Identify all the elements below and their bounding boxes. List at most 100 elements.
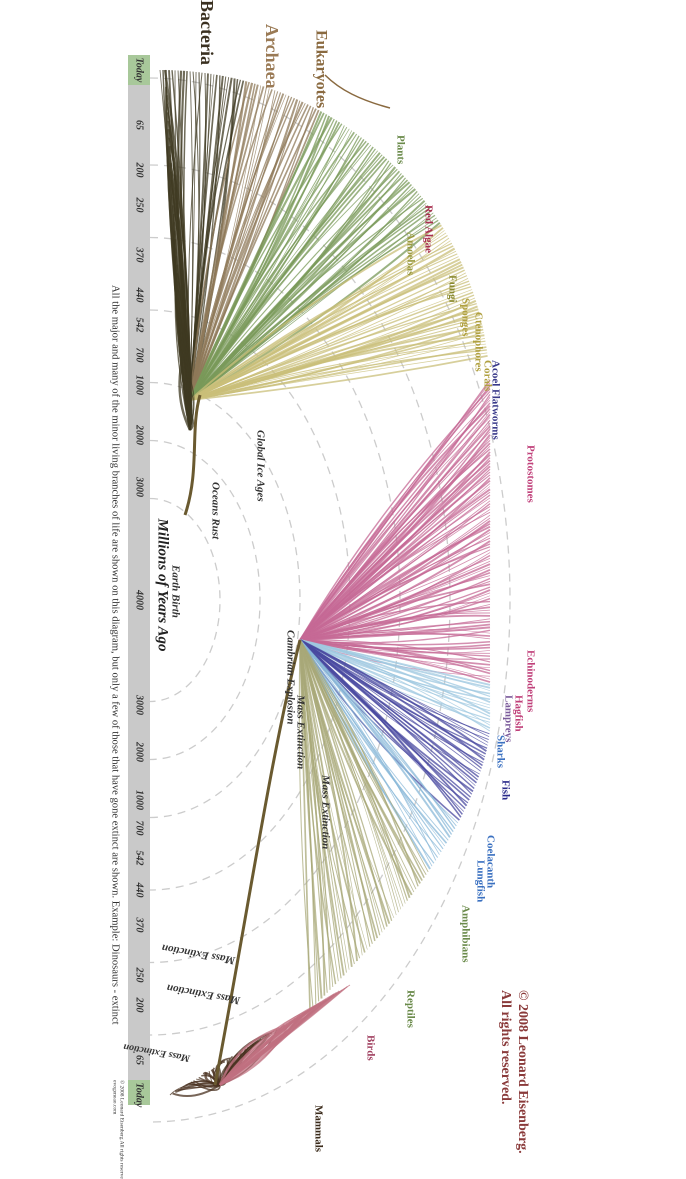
branch [189,89,273,401]
time-label: 200 [134,997,145,1013]
branch [189,93,285,401]
branch [299,620,491,641]
branch [299,474,491,641]
time-label: Today [134,58,145,83]
time-label: 65 [134,1055,145,1065]
time-label: 200 [134,162,145,178]
branch [189,256,459,401]
time-label: 1000 [134,790,145,810]
era-label: Oceans Rust [209,482,221,540]
era-arc [149,497,221,703]
branch [299,639,353,967]
branch [299,639,358,962]
group-label: Fungi [446,275,458,303]
branch [299,639,491,675]
group-label: Red Algae [422,205,434,253]
time-label: 700 [134,821,145,836]
branch [299,639,326,996]
branch [189,97,296,401]
branch [189,108,317,401]
axis-title: Millions of Years Ago [155,518,171,652]
branch [189,164,394,401]
era-label: Earth Birth [169,564,181,618]
branch [189,142,370,401]
branch [189,245,454,401]
branch [189,144,372,401]
branch [299,639,317,1005]
branch [299,525,491,641]
time-label: 370 [134,917,145,933]
era-arc [149,164,451,1036]
today-top [128,55,150,85]
branch [299,405,491,641]
time-label: 2000 [134,741,145,762]
group-label: Fish [499,780,511,800]
branch [190,1081,221,1091]
branch [189,140,367,401]
time-label: 1000 [134,375,145,395]
branch [299,639,425,879]
branch [299,639,491,715]
branch [299,459,491,641]
today-bottom [128,1080,150,1105]
branch [299,639,451,838]
era-arc [149,439,261,761]
branch [299,639,311,1011]
branch [299,639,419,887]
time-axis-bar [128,55,150,1105]
branch [299,639,491,732]
branch [299,639,320,1002]
group-label: Ctenophores [472,312,484,372]
branch [219,990,341,1086]
branch [189,168,398,401]
time-label: 65 [134,120,145,130]
branch [189,354,488,401]
group-label: Sharks [494,735,506,769]
era-arc [149,381,301,819]
branch [204,1072,221,1087]
branch [189,104,309,401]
branch [299,639,481,772]
branch [219,986,348,1086]
time-label: 542 [134,318,145,333]
eukaryote-arrow [324,74,391,109]
branch [189,343,486,401]
branch [299,639,491,663]
branch [299,614,491,641]
branch [189,286,472,401]
branch [189,181,411,401]
branch [299,471,491,641]
group-label: Protostomes [524,445,536,504]
group-label: Amoebas [404,232,416,276]
caption: All the major and many of the minor livi… [110,285,121,1025]
branch [189,197,424,401]
group-label: Plants [394,135,406,165]
copyright: All rights reserved. [498,990,513,1104]
branch [299,534,491,641]
branch [299,417,491,641]
branch [189,123,343,401]
branch [208,1071,221,1088]
time-label: 440 [134,882,145,898]
domain-label: Archaea [262,24,282,89]
era-label: Mass Extinction [294,694,306,769]
time-label: 2000 [134,424,145,445]
group-label: Echinoderms [524,650,536,713]
branch [299,639,437,861]
branch [219,984,351,1086]
group-label: Mammals [312,1105,324,1153]
branch [299,511,491,641]
era-label: Cambrian Explosion [284,630,296,724]
branch [189,349,487,401]
branch [299,546,491,641]
era-label: Global Ice Ages [254,430,266,502]
branch [189,71,197,401]
domain-label: Bacteria [197,0,217,65]
branch [172,1084,221,1097]
time-label: Today [134,1083,145,1108]
branch [299,639,482,769]
group-label: Sponges [459,298,471,337]
group-label: Lampreys [502,695,514,743]
branch [184,399,195,431]
